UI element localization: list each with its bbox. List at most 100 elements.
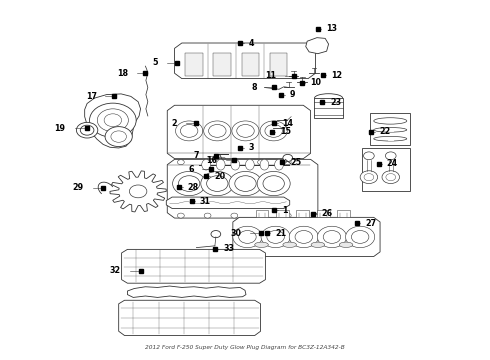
Circle shape — [207, 176, 228, 192]
Text: 27: 27 — [365, 219, 376, 228]
Text: 19: 19 — [54, 124, 65, 133]
Polygon shape — [122, 249, 266, 283]
Polygon shape — [233, 217, 380, 257]
Circle shape — [258, 160, 265, 165]
Text: 13: 13 — [326, 24, 337, 33]
Circle shape — [232, 121, 259, 141]
Circle shape — [231, 160, 238, 165]
Bar — [296, 210, 309, 217]
Ellipse shape — [202, 159, 211, 170]
Circle shape — [105, 127, 132, 147]
Circle shape — [201, 171, 234, 195]
Circle shape — [386, 174, 395, 181]
Circle shape — [90, 103, 136, 137]
Text: 22: 22 — [380, 127, 391, 136]
Circle shape — [233, 226, 262, 248]
Circle shape — [258, 213, 265, 218]
Text: 10: 10 — [310, 78, 321, 87]
Circle shape — [180, 125, 198, 137]
Ellipse shape — [283, 242, 296, 247]
Text: 32: 32 — [110, 266, 121, 275]
Ellipse shape — [231, 159, 240, 170]
Polygon shape — [167, 159, 318, 218]
Bar — [256, 210, 269, 217]
Circle shape — [323, 230, 341, 243]
Text: 20: 20 — [215, 172, 225, 181]
Ellipse shape — [245, 159, 254, 170]
Circle shape — [178, 176, 200, 192]
Polygon shape — [306, 38, 329, 54]
Text: 1: 1 — [282, 206, 288, 215]
Circle shape — [382, 171, 399, 184]
Text: 9: 9 — [290, 90, 295, 99]
Circle shape — [235, 176, 256, 192]
Bar — [337, 210, 350, 217]
Circle shape — [200, 173, 212, 181]
Circle shape — [204, 121, 231, 141]
Circle shape — [283, 154, 293, 162]
Text: 26: 26 — [321, 209, 332, 218]
Polygon shape — [110, 171, 166, 212]
Text: 24: 24 — [387, 159, 398, 168]
Text: 5: 5 — [152, 58, 158, 67]
Circle shape — [295, 230, 313, 243]
Circle shape — [267, 230, 284, 243]
Ellipse shape — [311, 242, 325, 247]
Circle shape — [204, 213, 211, 218]
Text: 31: 31 — [200, 197, 211, 206]
Polygon shape — [188, 164, 224, 191]
Bar — [276, 210, 289, 217]
Circle shape — [351, 230, 369, 243]
Bar — [214, 53, 231, 76]
Polygon shape — [167, 105, 311, 159]
Text: 17: 17 — [86, 92, 97, 101]
Circle shape — [364, 174, 374, 181]
Circle shape — [111, 131, 126, 142]
Text: 14: 14 — [282, 118, 294, 127]
Ellipse shape — [339, 242, 353, 247]
Text: 2012 Ford F-250 Super Duty Glow Plug Diagram for BC3Z-12A342-B: 2012 Ford F-250 Super Duty Glow Plug Dia… — [145, 345, 345, 350]
Bar — [315, 98, 343, 118]
Circle shape — [129, 185, 147, 198]
Circle shape — [172, 171, 206, 195]
Circle shape — [345, 226, 375, 248]
Polygon shape — [174, 43, 316, 78]
Circle shape — [209, 125, 226, 137]
Circle shape — [360, 171, 378, 184]
Text: 21: 21 — [275, 229, 286, 238]
Circle shape — [265, 125, 282, 137]
Circle shape — [289, 226, 318, 248]
Text: 15: 15 — [280, 127, 291, 136]
Text: 3: 3 — [248, 144, 254, 153]
Circle shape — [260, 121, 287, 141]
Circle shape — [284, 213, 291, 218]
Polygon shape — [85, 94, 141, 148]
Text: 25: 25 — [291, 158, 302, 167]
Bar — [317, 210, 330, 217]
Circle shape — [177, 160, 184, 165]
Ellipse shape — [374, 136, 407, 141]
Text: 28: 28 — [188, 183, 199, 192]
Text: 29: 29 — [73, 183, 84, 192]
Circle shape — [237, 125, 254, 137]
Text: 7: 7 — [194, 151, 199, 160]
Ellipse shape — [260, 159, 269, 170]
Bar — [270, 53, 287, 76]
Circle shape — [284, 160, 291, 165]
Circle shape — [364, 152, 374, 160]
Polygon shape — [119, 300, 261, 336]
Ellipse shape — [374, 127, 407, 132]
Circle shape — [239, 230, 256, 243]
Polygon shape — [166, 197, 290, 208]
Circle shape — [231, 213, 238, 218]
Circle shape — [177, 213, 184, 218]
Circle shape — [386, 152, 396, 160]
Bar — [185, 53, 203, 76]
Polygon shape — [127, 286, 246, 297]
Ellipse shape — [374, 118, 407, 124]
Text: 18: 18 — [117, 69, 128, 78]
Ellipse shape — [217, 159, 225, 170]
Ellipse shape — [255, 242, 269, 247]
Ellipse shape — [274, 159, 283, 170]
Text: 6: 6 — [189, 165, 194, 174]
